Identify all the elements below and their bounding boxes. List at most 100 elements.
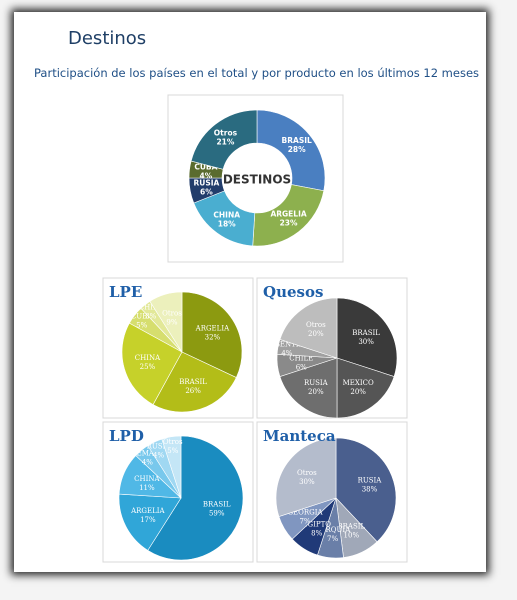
slice-value: 59% — [209, 509, 225, 517]
chart-title: DESTINOS — [223, 173, 291, 187]
slice-value: 23% — [280, 219, 298, 228]
chart-title: LPD — [109, 427, 144, 445]
slice — [149, 291, 183, 354]
slice-value: 21% — [216, 137, 234, 146]
slice-category: TURQUIA — [315, 526, 351, 534]
slice — [190, 109, 258, 170]
slice-category: BRASIL — [179, 378, 207, 386]
slice-category: RUSIA — [147, 442, 172, 450]
slice-value: 5% — [167, 447, 178, 455]
slice-label: ARGELIA 23% — [270, 210, 306, 228]
slice-category: RUSIA — [304, 379, 329, 387]
slice-label: EGIPTO 8% — [302, 520, 331, 537]
slice-category: ARGELIA — [195, 325, 230, 333]
slice-value: 20% — [308, 388, 324, 396]
slice-label: ALEMANIA 4% — [126, 449, 169, 466]
slice-value: 30% — [358, 338, 374, 346]
slice-label: RUSIA 4% — [147, 442, 172, 459]
slice-label: ARGELIA 32% — [195, 325, 230, 342]
slice — [256, 109, 326, 192]
slice-value: 20% — [308, 330, 324, 338]
slice-value: 6% — [296, 364, 307, 372]
slice-category: BRASIL — [203, 500, 231, 508]
slice-category: Otros — [214, 128, 238, 137]
slice-category: ARGELIA — [130, 507, 165, 515]
slice-category: ARGELIA — [270, 210, 306, 219]
slice-value: 6% — [200, 188, 213, 197]
slice-category: Otros — [162, 309, 182, 317]
slice-value: 25% — [140, 363, 156, 371]
slice-category: GEORGIA — [287, 508, 323, 516]
slice — [147, 435, 244, 561]
slice-label: Otros 5% — [163, 438, 183, 455]
slice-label: RUSIA 20% — [304, 379, 329, 396]
slice-label: CUBA 5% — [131, 313, 153, 330]
slice-value: 4% — [142, 458, 153, 466]
slice-label: RUSIA 38% — [358, 477, 383, 494]
chart-title: LPE — [109, 283, 142, 301]
slice-label: Otros 30% — [297, 469, 317, 486]
slice-value: 38% — [362, 486, 378, 494]
slice — [275, 437, 337, 517]
slice-label: TURQUIA 7% — [315, 526, 351, 543]
slice-label: MEXICO 20% — [343, 379, 374, 396]
slice-label: ARGELIA 17% — [130, 507, 165, 524]
chart-title: Manteca — [263, 427, 336, 445]
slice-value: 7% — [327, 535, 338, 543]
slice-label: CUBA 4% — [194, 163, 217, 181]
slice-label: ARGENTINA 4% — [263, 340, 311, 357]
slice-category: BRASIL — [352, 329, 380, 337]
slice-value: 3% — [145, 313, 156, 321]
slice-category: CHINA — [134, 475, 160, 483]
slice-value: 17% — [140, 516, 156, 524]
slice-value: 4% — [153, 451, 164, 459]
slice-value: 4% — [200, 172, 213, 181]
slice-label: BRASIL 59% — [203, 500, 231, 517]
slice-label: CHINA 11% — [134, 475, 160, 492]
chart-title: Quesos — [263, 283, 323, 301]
slice — [336, 357, 395, 419]
slice-category: Otros — [306, 321, 326, 329]
slice-label: BRASIL 26% — [179, 378, 207, 395]
slice-label: BRASIL 30% — [352, 329, 380, 346]
slice-value: 32% — [205, 334, 221, 342]
slice-label: Otros 20% — [306, 321, 326, 338]
slice-value: 10% — [344, 532, 360, 540]
slice-value: 5% — [136, 322, 147, 330]
slice — [181, 291, 243, 378]
slice-value: 30% — [299, 478, 315, 486]
slice-label: CHINA 25% — [135, 354, 161, 371]
slice-category: CHILE — [139, 304, 163, 312]
slice-value: 9% — [166, 318, 177, 326]
slice-category: RUSIA — [193, 179, 219, 188]
slice-label: Otros 21% — [214, 128, 238, 146]
page-title: Destinos — [68, 28, 147, 49]
slice-category: Otros — [297, 469, 317, 477]
slice-value: 11% — [139, 484, 155, 492]
slice-value: 8% — [311, 529, 322, 537]
slice-value: 4% — [281, 349, 292, 357]
slice-value: 28% — [288, 145, 306, 154]
page-subtitle: Participación de los países en el total … — [34, 66, 480, 80]
slice-category: CUBA — [194, 163, 217, 172]
slice-value: 20% — [350, 388, 366, 396]
slice-category: RUSIA — [358, 477, 383, 485]
slice-category: CHINA — [135, 354, 161, 362]
slice-value: 7% — [299, 517, 310, 525]
slice-label: Otros 9% — [162, 309, 182, 326]
slice-label: RUSIA 6% — [193, 179, 219, 197]
slice — [279, 297, 338, 359]
slice-label: CHINA 18% — [213, 211, 240, 229]
slice — [336, 297, 398, 377]
slice-label: CHILE 6% — [289, 355, 313, 372]
slice-category: BRASIL — [337, 523, 365, 531]
slice — [118, 493, 182, 551]
slice-label: BRASIL 28% — [282, 136, 312, 154]
slice-category: ARGENTINA — [263, 340, 311, 348]
slice-label: CHILE 3% — [139, 304, 163, 321]
slice — [121, 322, 183, 405]
slice — [279, 357, 338, 419]
slice-category: ALEMANIA — [126, 449, 169, 457]
